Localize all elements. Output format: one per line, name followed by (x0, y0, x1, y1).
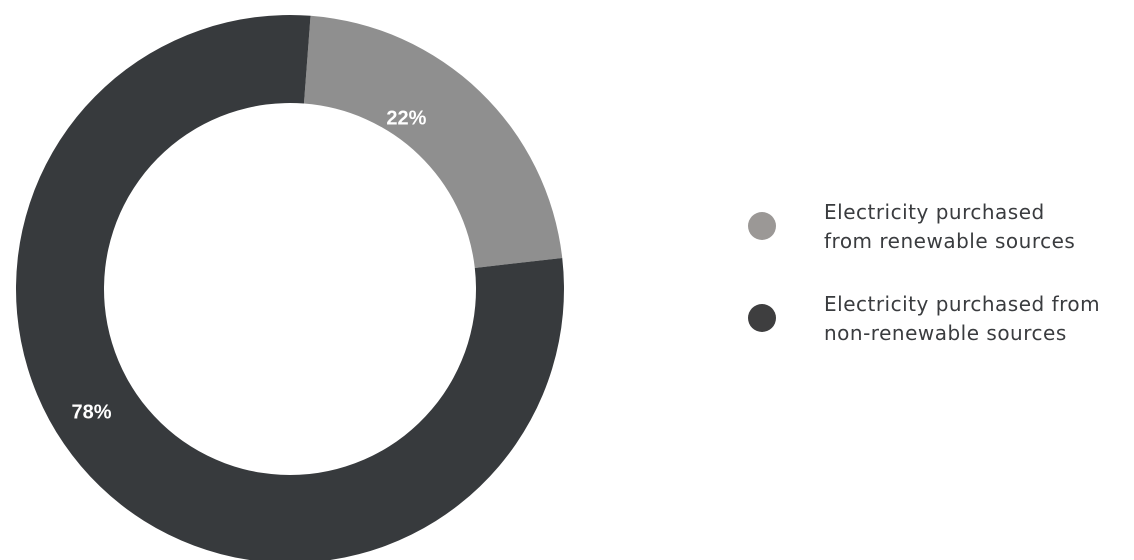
legend-label-line: Electricity purchased from (824, 292, 1101, 316)
donut-slice-non-renewable (16, 15, 564, 560)
legend-label-renewable: Electricity purchased from renewable sou… (824, 198, 1134, 256)
legend-item-renewable: Electricity purchased from renewable sou… (746, 198, 1134, 260)
legend-label-line: Electricity purchased (824, 200, 1045, 224)
legend-label-non-renewable: Electricity purchased from non-renewable… (824, 290, 1134, 348)
legend-item-non-renewable: Electricity purchased from non-renewable… (746, 290, 1134, 352)
donut-slice-renewable (303, 15, 563, 268)
data-label-non-renewable: 78% (72, 401, 112, 423)
legend-label-line: from renewable sources (824, 229, 1076, 253)
legend-label-line: non-renewable sources (824, 321, 1067, 345)
data-label-renewable: 22% (386, 107, 426, 129)
legend-swatch-renewable (748, 212, 776, 240)
chart-legend: Electricity purchased from renewable sou… (746, 198, 1134, 382)
legend-swatch-non-renewable (748, 304, 776, 332)
